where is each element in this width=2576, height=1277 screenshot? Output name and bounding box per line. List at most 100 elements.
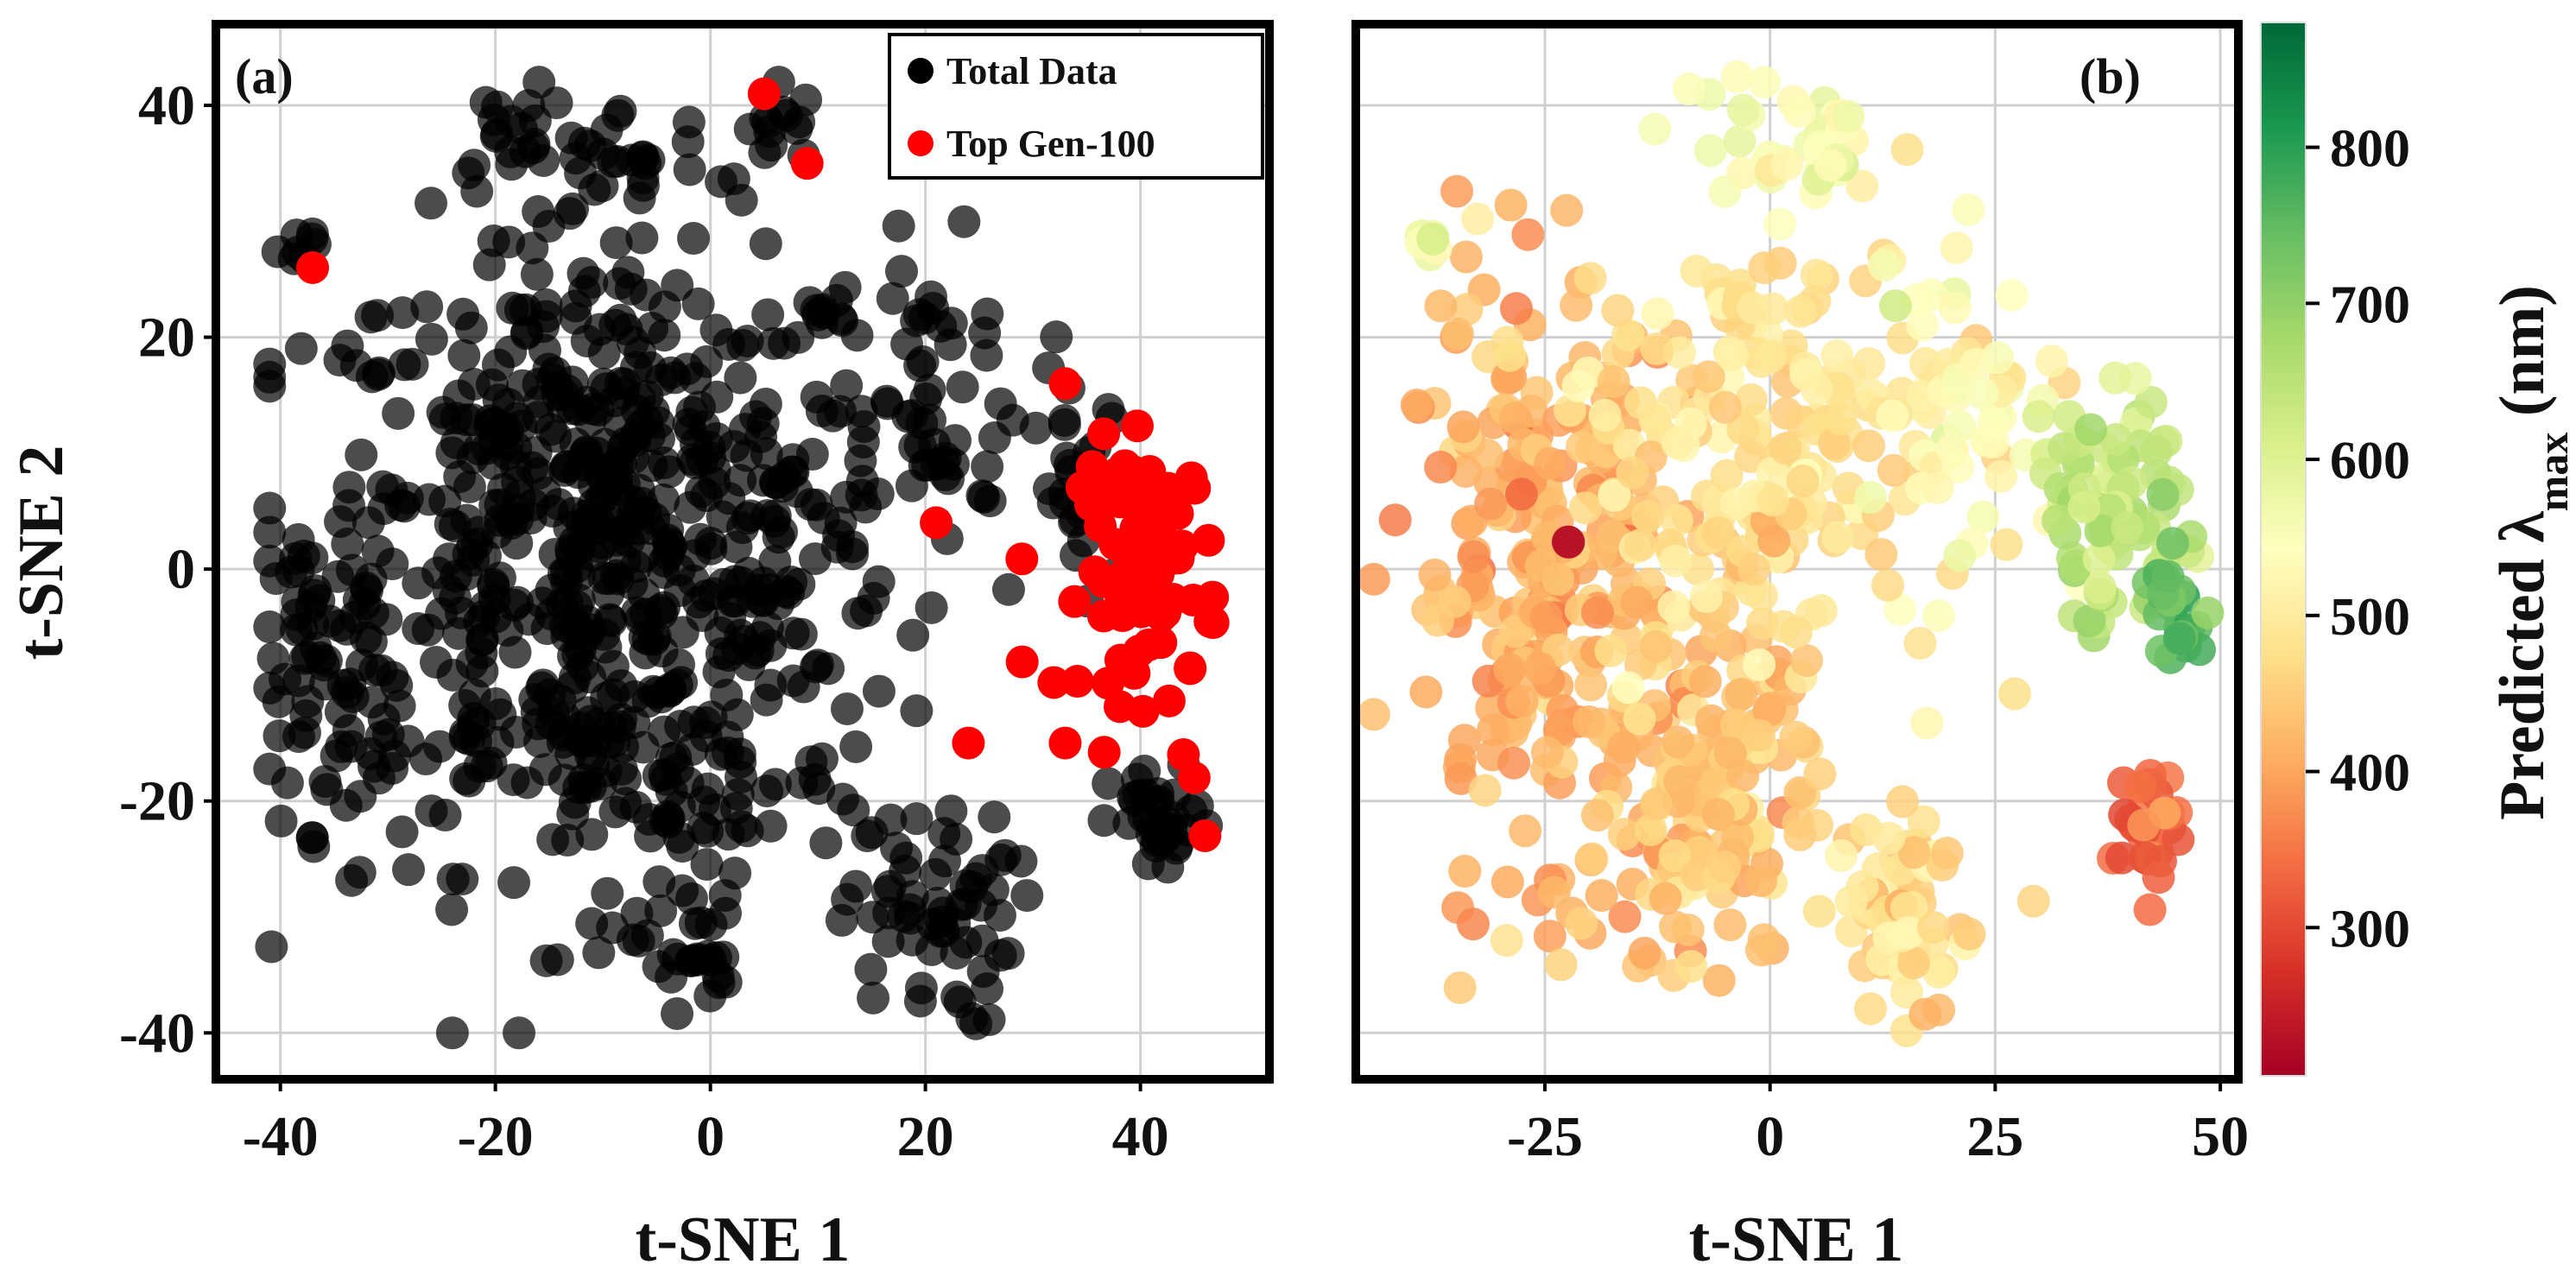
point-total-data (666, 874, 699, 907)
point-predicted-lambda (1689, 580, 1723, 614)
point-total-data (600, 523, 634, 557)
point-predicted-lambda (1748, 66, 1782, 99)
point-total-data (376, 661, 409, 694)
point-top-gen-100 (1188, 819, 1222, 852)
point-predicted-lambda (1424, 289, 1458, 323)
point-predicted-lambda (1631, 500, 1665, 534)
point-predicted-lambda (1530, 736, 1564, 769)
point-predicted-lambda (1608, 900, 1642, 933)
point-total-data (758, 768, 792, 801)
point-total-data (890, 327, 924, 361)
point-total-data (900, 694, 934, 728)
point-predicted-lambda (1713, 736, 1747, 770)
point-total-data (452, 537, 485, 571)
point-predicted-lambda (1544, 948, 1578, 982)
point-total-data (837, 793, 870, 827)
point-predicted-lambda (1995, 278, 2029, 312)
point-predicted-lambda (1908, 997, 1942, 1031)
point-predicted-lambda (2142, 861, 2175, 895)
point-predicted-lambda (1448, 855, 1482, 888)
point-total-data (415, 322, 448, 356)
point-predicted-lambda (1623, 528, 1657, 562)
point-predicted-lambda (1421, 604, 1455, 637)
point-total-data (625, 221, 659, 255)
point-predicted-lambda (1504, 477, 1538, 511)
point-total-data (516, 488, 550, 522)
point-predicted-lambda (1744, 864, 1778, 898)
point-predicted-lambda (1561, 370, 1595, 403)
point-predicted-lambda (1699, 619, 1732, 653)
point-top-gen-100 (1078, 555, 1111, 589)
point-predicted-lambda (1594, 634, 1628, 667)
point-predicted-lambda (1565, 907, 1598, 940)
x-tick-label: 0 (1756, 1105, 1784, 1168)
point-predicted-lambda (2151, 559, 2185, 593)
point-total-data (680, 942, 714, 976)
x-tick-label: 40 (1112, 1105, 1169, 1168)
point-predicted-lambda (1984, 459, 2018, 493)
point-top-gen-100 (1177, 761, 1211, 794)
point-total-data (693, 527, 727, 560)
point-total-data (971, 972, 1004, 1006)
point-total-data (386, 296, 420, 330)
colorbar-gradient (2260, 22, 2307, 1077)
point-total-data (335, 863, 369, 897)
point-predicted-lambda (1638, 403, 1672, 437)
point-predicted-lambda (1702, 964, 1736, 997)
point-total-data (690, 848, 724, 882)
point-predicted-lambda (1871, 568, 1905, 602)
point-total-data (794, 488, 827, 522)
point-total-data (828, 270, 862, 304)
point-predicted-lambda (2048, 432, 2081, 465)
point-total-data (839, 730, 873, 763)
point-total-data (549, 565, 583, 598)
point-total-data (583, 313, 617, 346)
point-total-data (787, 670, 820, 704)
point-predicted-lambda (2127, 808, 2161, 842)
point-total-data (789, 83, 823, 117)
point-total-data (614, 272, 648, 306)
point-predicted-lambda (2104, 841, 2138, 875)
point-total-data (610, 313, 643, 346)
point-predicted-lambda (1461, 202, 1495, 236)
point-total-data (504, 409, 538, 443)
point-predicted-lambda (1418, 558, 1452, 591)
point-total-data (540, 86, 573, 120)
point-total-data (522, 195, 555, 229)
point-predicted-lambda (1693, 134, 1727, 168)
panel-a-x-ticks: -40 -20 0 20 40 (243, 1079, 1169, 1168)
point-predicted-lambda (1511, 218, 1545, 251)
point-total-data (262, 685, 295, 718)
point-total-data (582, 936, 616, 970)
point-total-data (809, 826, 843, 860)
point-predicted-lambda (1657, 590, 1691, 623)
point-total-data (282, 522, 315, 556)
point-predicted-lambda (1813, 149, 1847, 182)
point-predicted-lambda (1743, 648, 1776, 681)
point-predicted-lambda (1659, 910, 1693, 944)
point-total-data (684, 475, 718, 509)
point-total-data (717, 430, 750, 464)
point-total-data (577, 468, 611, 502)
point-predicted-lambda (1688, 665, 1722, 699)
point-total-data (465, 636, 498, 670)
point-total-data (564, 156, 598, 190)
point-total-data (648, 319, 681, 352)
point-total-data (846, 426, 880, 459)
point-predicted-lambda (1890, 133, 1924, 167)
point-total-data (756, 326, 790, 360)
colorbar-tick-label: 600 (2330, 432, 2410, 490)
point-total-data (830, 369, 864, 402)
point-total-data (592, 562, 625, 596)
point-total-data (264, 804, 298, 838)
point-total-data (516, 231, 549, 265)
point-total-data (970, 338, 1003, 372)
point-total-data (446, 297, 480, 331)
point-predicted-lambda (1523, 651, 1557, 685)
x-tick-label: 50 (2192, 1105, 2249, 1168)
point-total-data (677, 564, 711, 597)
point-total-data (757, 504, 791, 538)
point-predicted-lambda (1854, 992, 1888, 1026)
point-predicted-lambda (1959, 347, 1993, 381)
x-tick-label: -40 (243, 1105, 319, 1168)
